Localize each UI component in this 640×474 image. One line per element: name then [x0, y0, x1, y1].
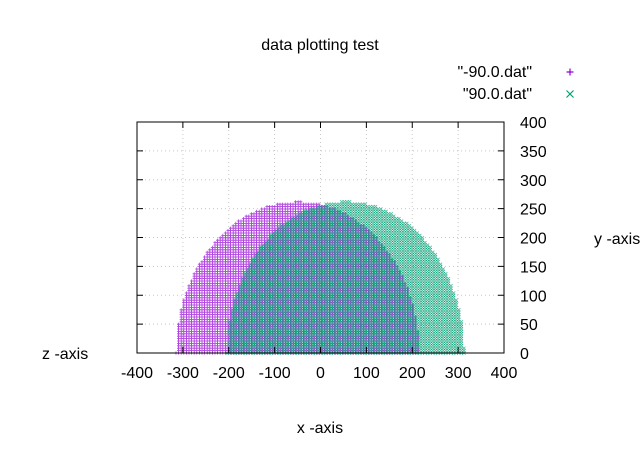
legend-label-series-2: "90.0.dat"	[463, 86, 532, 103]
chart-title: data plotting test	[261, 37, 379, 54]
point-marker	[299, 200, 303, 204]
legend-label-series-1: "-90.0.dat"	[457, 64, 532, 81]
legend: "-90.0.dat" "90.0.dat"	[457, 64, 574, 103]
data-points	[174, 199, 466, 355]
legend-marker-series-2	[566, 90, 574, 98]
legend-marker-series-1	[566, 68, 574, 76]
